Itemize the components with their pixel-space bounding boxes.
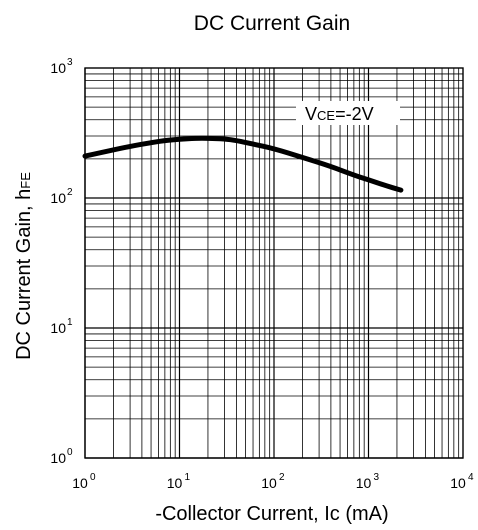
grid bbox=[84, 68, 463, 459]
series-line bbox=[82, 135, 404, 193]
x-tick-label: 10 bbox=[72, 475, 88, 491]
x-tick-exponent: 4 bbox=[468, 472, 474, 483]
chart-title: DC Current Gain bbox=[194, 12, 350, 35]
y-tick-label: 10 bbox=[50, 450, 66, 466]
x-tick-labels: 10 0 10 1 10 2 10 3 10 4 bbox=[72, 472, 474, 491]
x-tick-label: 10 bbox=[356, 475, 372, 491]
x-tick-exponent: 2 bbox=[279, 472, 285, 483]
y-axis-label: DC Current Gain, hFE bbox=[13, 172, 35, 360]
plot-frame bbox=[84, 67, 464, 459]
x-tick-label: 10 bbox=[450, 475, 466, 491]
x-axis-label: -Collector Current, Ic (mA) bbox=[155, 503, 388, 525]
x-tick-exponent: 3 bbox=[374, 472, 380, 483]
annotation-background bbox=[296, 101, 400, 125]
y-tick-label: 10 bbox=[50, 190, 66, 206]
y-tick-label: 10 bbox=[50, 320, 66, 336]
x-tick-exponent: 1 bbox=[185, 472, 191, 483]
x-tick-exponent: 0 bbox=[90, 472, 96, 483]
annotation-text: VCE=-2V bbox=[305, 104, 374, 124]
y-tick-exponent: 1 bbox=[67, 317, 73, 328]
y-tick-exponent: 0 bbox=[67, 447, 73, 458]
y-tick-exponent: 3 bbox=[67, 57, 73, 68]
x-tick-label: 10 bbox=[167, 475, 183, 491]
y-tick-exponent: 2 bbox=[67, 187, 73, 198]
x-tick-label: 10 bbox=[261, 475, 277, 491]
y-tick-label: 10 bbox=[50, 60, 66, 76]
annotation: VCE=-2V bbox=[296, 101, 400, 125]
